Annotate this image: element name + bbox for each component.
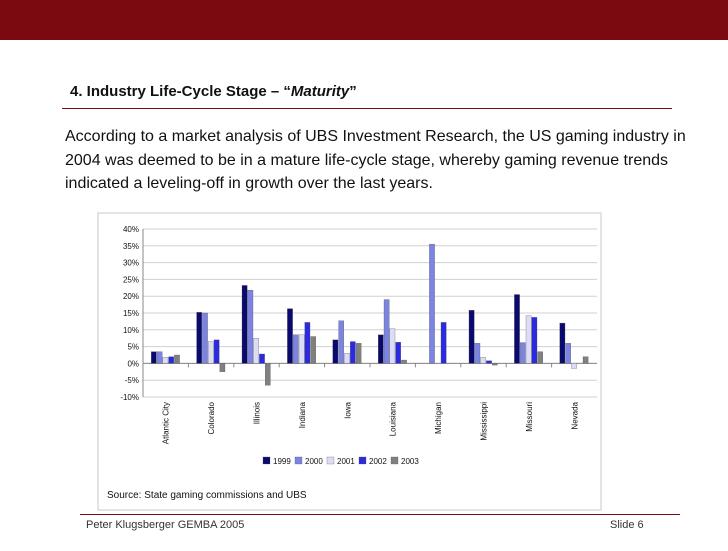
chart-legend: 1999 2000 2001 2002 2003 bbox=[262, 456, 419, 466]
bar-2000 bbox=[474, 343, 481, 364]
bar-2002 bbox=[304, 322, 311, 364]
bar-2001 bbox=[208, 341, 214, 364]
legend-label: 2000 bbox=[305, 457, 323, 466]
bar-2000 bbox=[520, 342, 526, 364]
bar-2003 bbox=[537, 351, 543, 364]
bar-1999 bbox=[332, 339, 339, 364]
chart-bars bbox=[151, 243, 589, 386]
bar-2002 bbox=[168, 356, 174, 364]
bar-2000 bbox=[429, 243, 435, 364]
bar-2003 bbox=[219, 363, 226, 372]
bar-2001 bbox=[162, 357, 169, 364]
x-axis-labels: Atlantic City Colorado Illinois Indiana Iowa… bbox=[142, 363, 579, 444]
bar-1999 bbox=[514, 294, 520, 364]
x-tick-label: Missouri bbox=[525, 402, 534, 432]
x-tick-label: Colorado bbox=[207, 401, 216, 434]
legend-swatch bbox=[390, 456, 399, 465]
bar-2001 bbox=[571, 363, 577, 369]
bar-2001 bbox=[480, 357, 486, 364]
title-divider bbox=[62, 108, 672, 109]
bar-2001 bbox=[525, 315, 532, 364]
bar-2000 bbox=[338, 320, 344, 364]
bar-2002 bbox=[440, 322, 447, 364]
bar-1999 bbox=[468, 310, 475, 364]
legend-label: 2003 bbox=[401, 457, 419, 466]
x-tick-label: Atlantic City bbox=[162, 402, 171, 444]
bar-2003 bbox=[265, 363, 271, 386]
bar-2002 bbox=[486, 360, 492, 364]
bar-1999 bbox=[287, 308, 293, 364]
legend-label: 2001 bbox=[337, 457, 355, 466]
bar-2001 bbox=[298, 334, 305, 364]
bar-2002 bbox=[395, 342, 401, 364]
y-tick-label: 0% bbox=[127, 359, 139, 368]
y-tick-label: 25% bbox=[123, 275, 139, 284]
bar-2001 bbox=[253, 338, 259, 364]
legend-swatch bbox=[294, 456, 303, 465]
bar-2002 bbox=[531, 317, 538, 364]
legend-swatch bbox=[358, 456, 367, 465]
footer-author: Peter Klugsberger GEMBA 2005 bbox=[86, 519, 245, 531]
y-tick-label: 30% bbox=[123, 259, 139, 268]
bar-1999 bbox=[378, 334, 384, 364]
bar-2000 bbox=[383, 299, 390, 364]
top-banner bbox=[0, 0, 728, 40]
x-tick-label: Michigan bbox=[434, 402, 443, 434]
bar-1999 bbox=[151, 351, 157, 364]
bar-2003 bbox=[492, 363, 498, 366]
y-tick-label: 5% bbox=[127, 343, 139, 352]
bar-2000 bbox=[565, 343, 571, 364]
bar-2000 bbox=[293, 334, 299, 364]
x-tick-label: Illinois bbox=[253, 402, 262, 424]
slide-number: Slide 6 bbox=[610, 519, 644, 531]
y-tick-label: 10% bbox=[123, 326, 139, 335]
bar-2000 bbox=[247, 290, 254, 364]
bar-2003 bbox=[174, 354, 180, 364]
bar-2003 bbox=[401, 359, 407, 364]
legend-label: 1999 bbox=[273, 457, 291, 466]
y-tick-label: 20% bbox=[123, 292, 139, 301]
x-tick-label: Mississippi bbox=[480, 402, 489, 441]
bar-2001 bbox=[344, 353, 350, 364]
x-tick-label: Iowa bbox=[343, 401, 352, 418]
y-tick-label: 15% bbox=[123, 309, 139, 318]
chart-gridlines bbox=[143, 228, 597, 398]
bar-2000 bbox=[202, 312, 208, 364]
bar-1999 bbox=[559, 322, 566, 364]
bar-2003 bbox=[310, 336, 316, 364]
body-paragraph: According to a market analysis of UBS In… bbox=[65, 128, 686, 192]
y-tick-label: 40% bbox=[123, 225, 139, 234]
y-tick-label: -5% bbox=[125, 376, 139, 385]
slide-title: 4. Industry Life-Cycle Stage – “Maturity… bbox=[70, 83, 357, 100]
bar-2001 bbox=[389, 328, 396, 364]
bar-2002 bbox=[213, 339, 220, 364]
y-tick-label: 35% bbox=[123, 242, 139, 251]
source-note: Source: State gaming commissions and UBS bbox=[107, 490, 307, 501]
bar-1999 bbox=[241, 285, 248, 364]
legend-swatch bbox=[326, 456, 335, 465]
bar-2003 bbox=[582, 356, 589, 364]
x-tick-label: Louisiana bbox=[389, 401, 398, 436]
x-tick-label: Indiana bbox=[298, 401, 307, 428]
footer-divider bbox=[80, 514, 680, 515]
legend-label: 2002 bbox=[369, 457, 387, 466]
y-tick-label: -10% bbox=[120, 393, 139, 402]
bar-2002 bbox=[259, 353, 265, 364]
bar-1999 bbox=[196, 312, 202, 364]
bar-2000 bbox=[156, 351, 163, 364]
bar-2002 bbox=[350, 341, 356, 364]
bar-2003 bbox=[355, 343, 362, 364]
legend-swatch bbox=[262, 456, 271, 465]
x-tick-label: Nevada bbox=[570, 401, 579, 429]
chart-frame bbox=[97, 212, 602, 511]
